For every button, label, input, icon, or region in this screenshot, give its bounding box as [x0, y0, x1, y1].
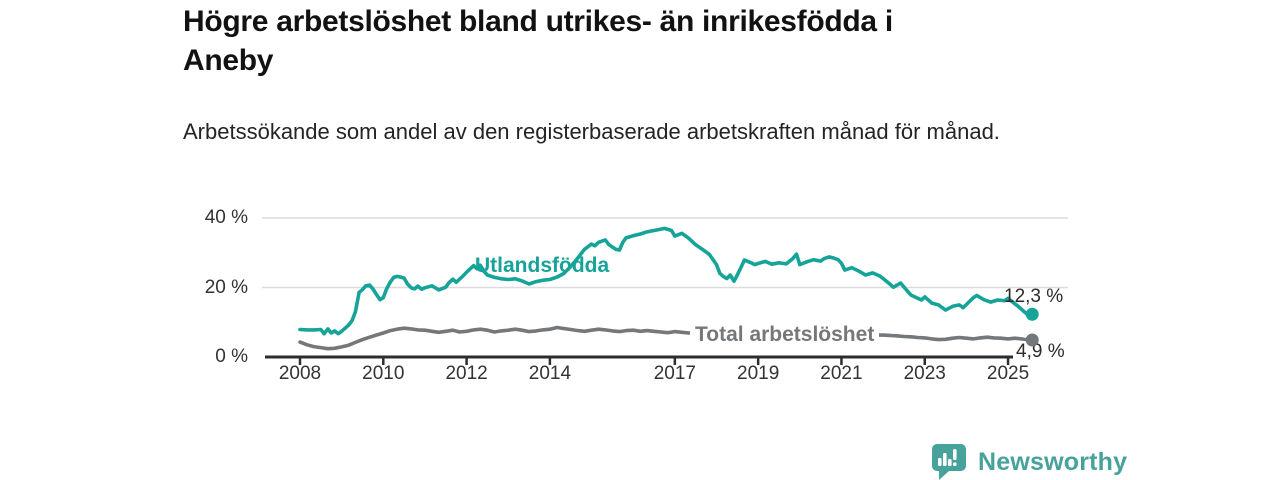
x-tick-label: 2012 — [445, 363, 488, 384]
x-tick-label: 2025 — [986, 363, 1030, 384]
branding: Newsworthy — [930, 443, 1127, 480]
y-tick-label: 20 % — [204, 276, 248, 298]
bar-chart-speech-bubble-icon — [932, 444, 966, 480]
x-tick-label: 2017 — [653, 363, 696, 384]
title-line-2: Aneby — [183, 44, 274, 77]
series-label-utlandsfodda: Utlandsfödda — [475, 254, 610, 277]
page-title: Högre arbetslöshet bland utrikes- än inr… — [183, 2, 1103, 80]
x-tick-label: 2014 — [528, 363, 572, 384]
y-tick-label: 40 % — [204, 207, 248, 228]
x-tick-label: 2008 — [278, 363, 322, 384]
chart-subtitle: Arbetssökande som andel av den registerb… — [183, 119, 1000, 144]
brand-name: Newsworthy — [978, 447, 1128, 476]
x-tick-label: 2019 — [737, 363, 780, 384]
x-tick-label: 2023 — [903, 363, 946, 384]
title-line-1: Högre arbetslöshet bland utrikes- än inr… — [183, 5, 893, 38]
y-tick-label: 0 % — [215, 346, 248, 367]
end-value-label-total: 4,9 % — [1013, 341, 1068, 363]
x-tick-label: 2021 — [820, 363, 863, 384]
series-label-total: Total arbetslöshet — [690, 323, 880, 347]
end-value-label-utlandsfodda: 12,3 % — [1004, 286, 1064, 307]
x-tick-label: 2010 — [362, 363, 405, 384]
